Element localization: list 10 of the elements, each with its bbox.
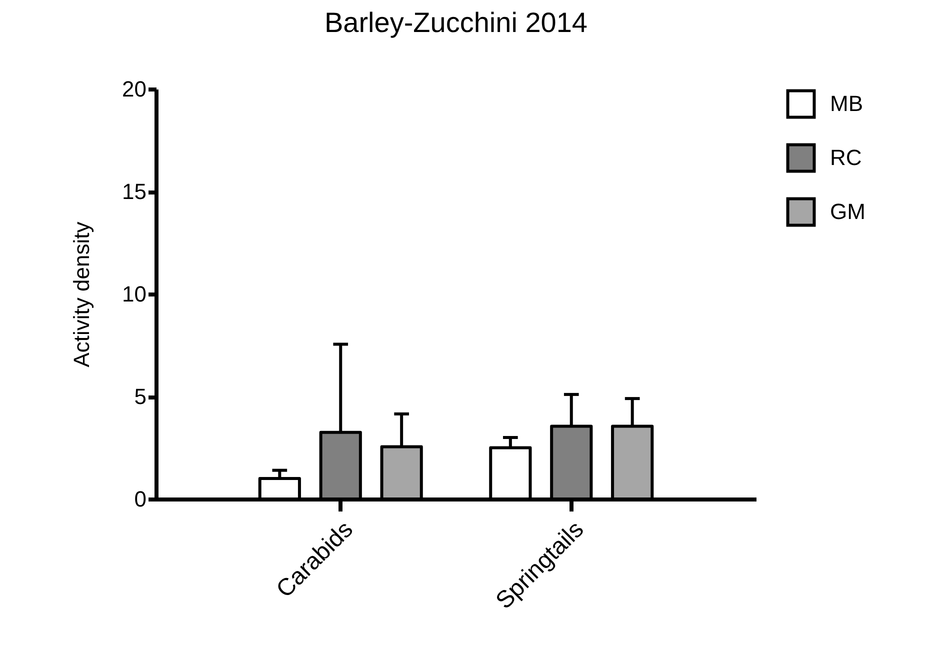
y-axis-title: Activity density [69,222,94,368]
y-tick-label: 20 [122,76,146,102]
chart-title: Barley-Zucchini 2014 [324,7,588,38]
legend-label: RC [830,145,862,170]
y-tick-label: 15 [122,179,146,204]
legend-label: MB [830,91,863,116]
y-tick-label: 5 [134,384,146,409]
legend-label: GM [830,199,866,224]
y-tick-label: 10 [122,282,146,306]
y-tick-label: 0 [134,486,146,512]
